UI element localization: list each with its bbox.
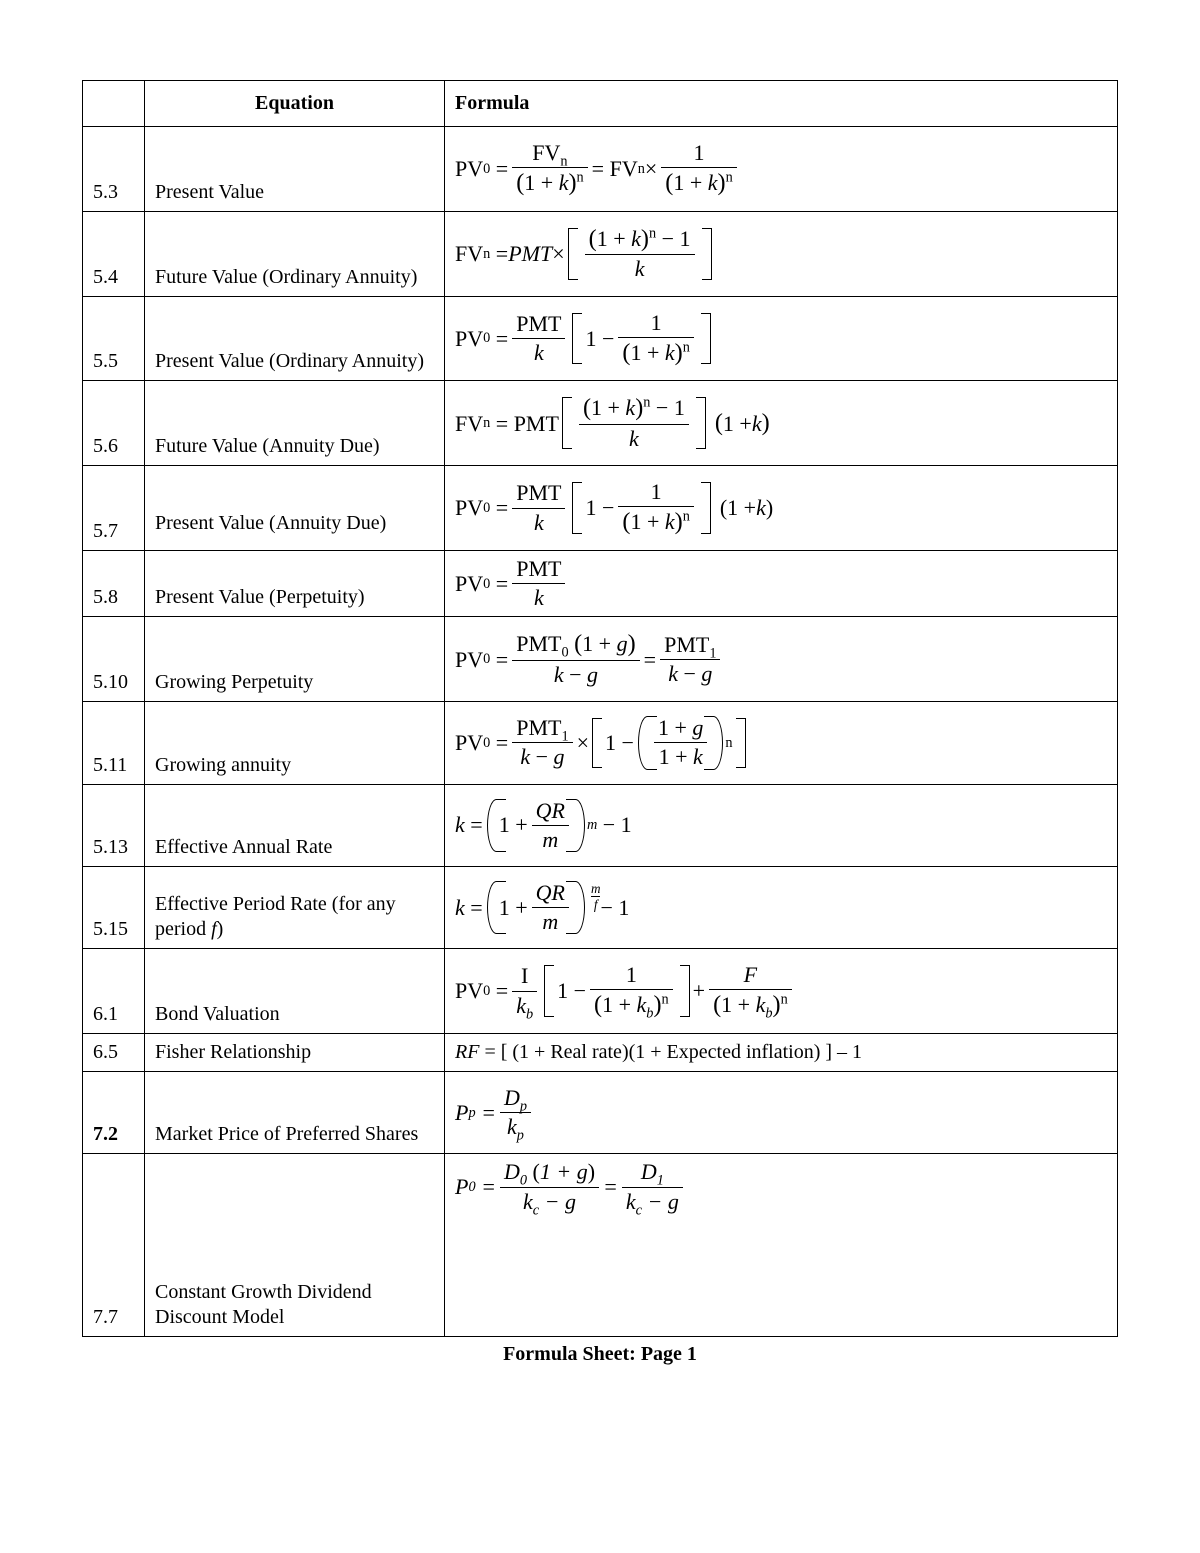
header-equation: Equation <box>145 81 445 127</box>
row-equation-name: Present Value <box>145 127 445 212</box>
table-row: 7.2 Market Price of Preferred Shares Pp … <box>83 1072 1118 1154</box>
row-number: 5.8 <box>83 550 145 616</box>
table-row: 5.7 Present Value (Annuity Due) PV0 = PM… <box>83 466 1118 551</box>
table-row: 5.10 Growing Perpetuity PV0 = PMT0 (1 + … <box>83 617 1118 702</box>
row-formula: PV0 = PMTk 1 − 1(1 + k)n <box>445 296 1118 381</box>
row-equation-name: Constant Growth Dividend Discount Model <box>145 1154 445 1337</box>
row-formula: PV0 = PMT1k − g × 1 − 1 + g1 + k n <box>445 702 1118 784</box>
row-number: 5.7 <box>83 466 145 551</box>
row-equation-name: Present Value (Annuity Due) <box>145 466 445 551</box>
page: Equation Formula 5.3 Present Value PV0 =… <box>0 0 1200 1553</box>
row-equation-name: Bond Valuation <box>145 949 445 1034</box>
row-number: 5.10 <box>83 617 145 702</box>
row-number: 5.15 <box>83 866 145 948</box>
row-equation-name: Present Value (Ordinary Annuity) <box>145 296 445 381</box>
table-header-row: Equation Formula <box>83 81 1118 127</box>
row-number: 5.4 <box>83 211 145 296</box>
table-row: 5.11 Growing annuity PV0 = PMT1k − g × 1… <box>83 702 1118 784</box>
row-formula: PV0 = Ikb 1 − 1(1 + kb)n + F(1 + kb)n <box>445 949 1118 1034</box>
row-formula: P0 = D0 (1 + g)kc − g = D1kc − g <box>445 1154 1118 1337</box>
table-row: 6.1 Bond Valuation PV0 = Ikb 1 − 1(1 + k… <box>83 949 1118 1034</box>
row-equation-name: Market Price of Preferred Shares <box>145 1072 445 1154</box>
row-equation-name: Growing annuity <box>145 702 445 784</box>
row-formula: FVn = PMT (1 + k)n − 1k (1 + k) <box>445 381 1118 466</box>
formula-table: Equation Formula 5.3 Present Value PV0 =… <box>82 80 1118 1337</box>
row-equation-name: Effective Period Rate (for any period f) <box>145 866 445 948</box>
page-footer: Formula Sheet: Page 1 <box>82 1343 1118 1366</box>
row-formula: k = 1 + QRm mf − 1 <box>445 866 1118 948</box>
header-formula: Formula <box>445 81 1118 127</box>
row-number: 5.3 <box>83 127 145 212</box>
row-equation-name: Future Value (Annuity Due) <box>145 381 445 466</box>
row-number: 6.1 <box>83 949 145 1034</box>
table-row: 5.8 Present Value (Perpetuity) PV0 = PMT… <box>83 550 1118 616</box>
row-number: 5.6 <box>83 381 145 466</box>
table-row: 5.4 Future Value (Ordinary Annuity) FVn … <box>83 211 1118 296</box>
row-formula: PV0 = PMT0 (1 + g)k − g = PMT1k − g <box>445 617 1118 702</box>
row-equation-name: Effective Annual Rate <box>145 784 445 866</box>
table-row: 5.13 Effective Annual Rate k = 1 + QRm m… <box>83 784 1118 866</box>
row-formula: RF = [ (1 + Real rate)(1 + Expected infl… <box>445 1034 1118 1072</box>
row-formula: PV0 = PMTk 1 − 1(1 + k)n (1 + k) <box>445 466 1118 551</box>
row-formula: k = 1 + QRm m − 1 <box>445 784 1118 866</box>
row-formula: FVn = PMT × (1 + k)n − 1k <box>445 211 1118 296</box>
row-equation-name: Present Value (Perpetuity) <box>145 550 445 616</box>
table-row: 5.5 Present Value (Ordinary Annuity) PV0… <box>83 296 1118 381</box>
table-row: 7.7 Constant Growth Dividend Discount Mo… <box>83 1154 1118 1337</box>
row-number: 5.5 <box>83 296 145 381</box>
row-number: 6.5 <box>83 1034 145 1072</box>
row-formula: PV0 = PMTk <box>445 550 1118 616</box>
table-row: 5.15 Effective Period Rate (for any peri… <box>83 866 1118 948</box>
table-row: 5.6 Future Value (Annuity Due) FVn = PMT… <box>83 381 1118 466</box>
row-equation-name: Growing Perpetuity <box>145 617 445 702</box>
row-equation-name: Future Value (Ordinary Annuity) <box>145 211 445 296</box>
row-formula: PV0 = FVn(1 + k)n = FVn × 1(1 + k)n <box>445 127 1118 212</box>
row-equation-name: Fisher Relationship <box>145 1034 445 1072</box>
table-row: 6.5 Fisher Relationship RF = [ (1 + Real… <box>83 1034 1118 1072</box>
row-number: 7.2 <box>83 1072 145 1154</box>
header-blank <box>83 81 145 127</box>
table-row: 5.3 Present Value PV0 = FVn(1 + k)n = FV… <box>83 127 1118 212</box>
row-number: 5.13 <box>83 784 145 866</box>
row-number: 7.7 <box>83 1154 145 1337</box>
row-formula: Pp = Dpkp <box>445 1072 1118 1154</box>
row-number: 5.11 <box>83 702 145 784</box>
